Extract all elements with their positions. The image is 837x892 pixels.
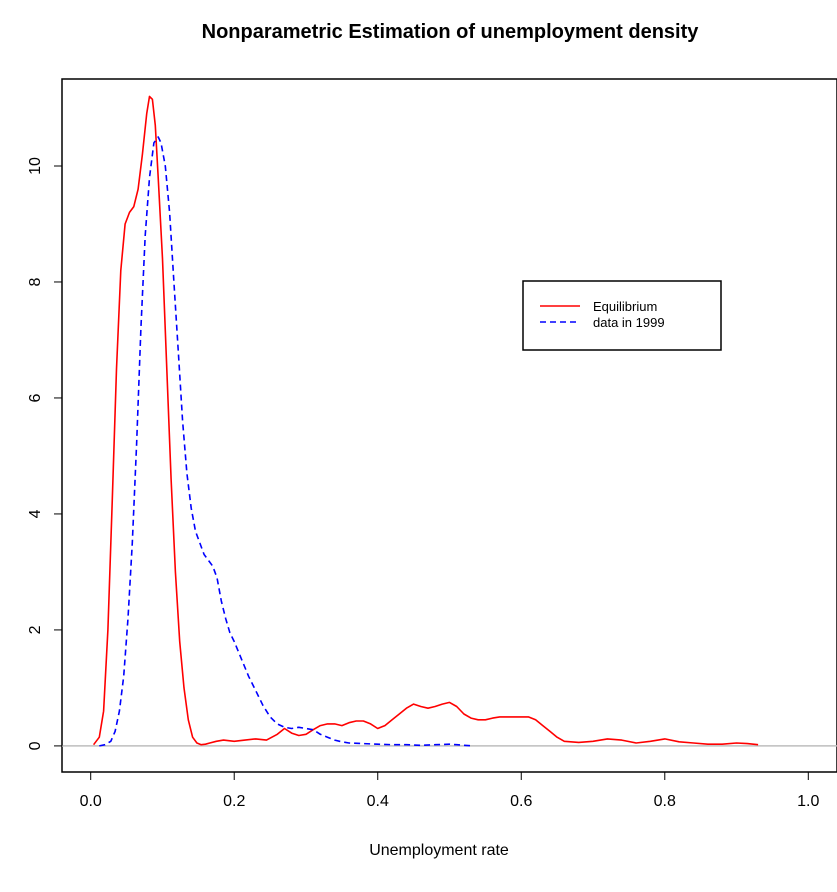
x-tick-label: 1.0 [797, 793, 819, 810]
plot-frame [61, 78, 837, 773]
y-tick-label: 10 [27, 157, 44, 175]
x-axis-label: Unemployment rate [369, 842, 509, 859]
x-tick-label: 0.4 [367, 793, 389, 810]
x-tick-label: 0.8 [654, 793, 676, 810]
chart-title: Nonparametric Estimation of unemployment… [202, 21, 700, 43]
x-tick-label: 0.0 [80, 793, 102, 810]
y-tick-label: 8 [27, 277, 44, 286]
x-axis: 0.0 0.2 0.4 0.6 0.8 1.0 [80, 771, 820, 810]
legend: Equilibrium data in 1999 [522, 280, 722, 351]
y-tick-label: 0 [27, 741, 44, 750]
legend-label-data-1999: data in 1999 [593, 315, 665, 330]
y-axis: 0 2 4 6 8 10 [27, 157, 63, 750]
y-tick-label: 6 [27, 393, 44, 402]
legend-label-equilibrium: Equilibrium [593, 299, 657, 314]
y-tick-label: 2 [27, 625, 44, 634]
legend-box [522, 280, 722, 351]
y-tick-label: 4 [27, 509, 44, 518]
series-line-equilibrium [92, 95, 759, 746]
x-tick-label: 0.6 [510, 793, 532, 810]
x-tick-label: 0.2 [223, 793, 245, 810]
series-line-data-1999 [99, 136, 474, 747]
plot-area [62, 95, 837, 747]
